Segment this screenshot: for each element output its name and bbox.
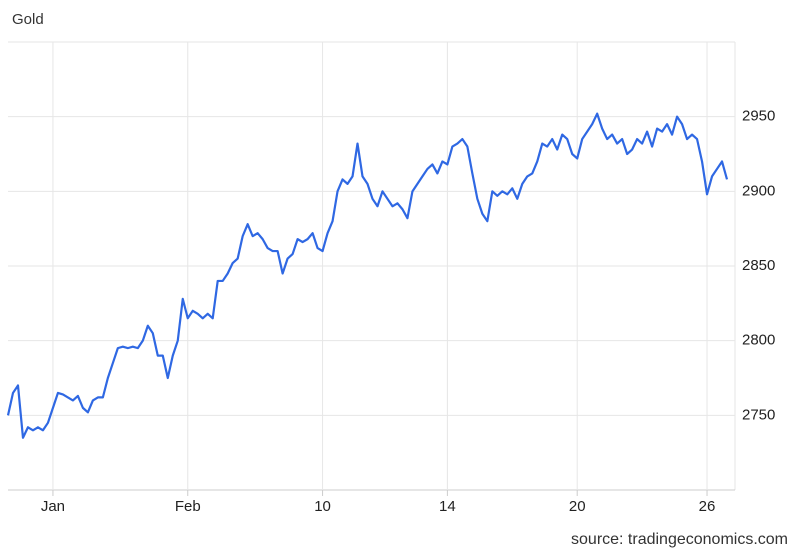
- y-tick-label: 2900: [742, 182, 775, 199]
- x-tick-label: 14: [439, 498, 456, 515]
- chart-title: Gold: [12, 11, 44, 28]
- source: source: tradingeconomics.com: [571, 531, 788, 548]
- y-tick-label: 2800: [742, 332, 775, 349]
- x-tick-label: 10: [314, 498, 331, 515]
- x-tick-label: Jan: [41, 498, 65, 515]
- price-line: [6, 112, 729, 439]
- x-tick-label: 20: [569, 498, 586, 515]
- x-tick-label: Feb: [175, 498, 201, 515]
- x-tick-label: 26: [699, 498, 716, 515]
- y-tick-label: 2950: [742, 108, 775, 125]
- y-tick-label: 2750: [742, 406, 775, 423]
- y-tick-label: 2850: [742, 257, 775, 274]
